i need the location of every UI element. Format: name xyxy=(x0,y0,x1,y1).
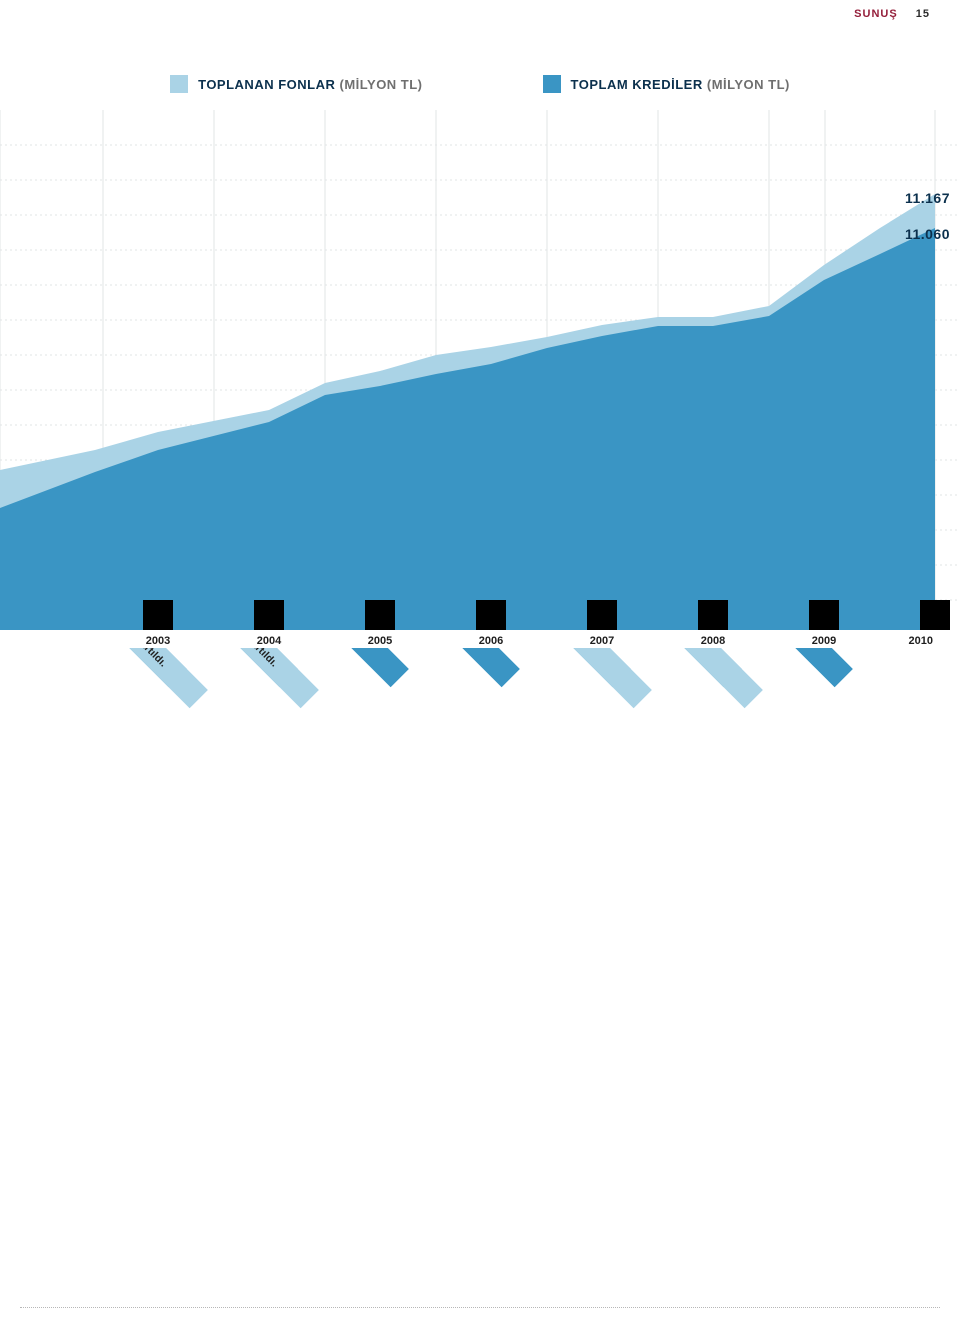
legend-swatch-icon xyxy=(170,75,188,93)
timeline-ribbon: Ödenmiş sermayesi 60 milyon TL'ye çıkart… xyxy=(0,648,208,709)
year-marker xyxy=(920,600,950,630)
timeline-ribbon: Bank Asya hisseleri, Ocak 2007'den itiba… xyxy=(276,648,631,688)
year-marker xyxy=(143,600,173,630)
chart-svg xyxy=(0,110,960,640)
year-marker xyxy=(587,600,617,630)
timeline-ribbon: Şube sayısı 92'ye yükseldi. Ödenmiş serm… xyxy=(153,648,499,666)
year-label: 2010 xyxy=(909,635,933,647)
footer-rule xyxy=(20,1307,940,1308)
year-label: 2009 xyxy=(812,635,836,647)
year-label: 2005 xyxy=(368,635,392,647)
timeline-ribbon: Ödenmiş sermayesi 120 milyon TL'ye çıkar… xyxy=(92,648,320,709)
year-label: 2006 xyxy=(479,635,503,647)
year-marker xyxy=(698,600,728,630)
year-marker xyxy=(365,600,395,630)
year-label: 2008 xyxy=(701,635,725,647)
timeline-ribbon: Şube sayısı 72'ye yükseldi. Ödenmiş serm… xyxy=(42,648,388,666)
section-label: SUNUŞ xyxy=(854,8,898,20)
series-end-label-krediler: 11.060 xyxy=(905,226,950,242)
legend-swatch-icon xyxy=(543,75,561,93)
year-marker xyxy=(254,600,284,630)
year-label: 2004 xyxy=(257,635,281,647)
year-marker xyxy=(809,600,839,630)
timeline-ribbons: Şube sayısı 43'e yükseldi.Asya Finans VI… xyxy=(0,648,960,1318)
chart-legend: TOPLANAN FONLAR (MİLYON TL) TOPLAM KREDİ… xyxy=(0,75,960,93)
year-label: 2007 xyxy=(590,635,614,647)
page-header: SUNUŞ 15 xyxy=(854,8,930,20)
year-label: 2003 xyxy=(146,635,170,647)
legend-item-krediler: TOPLAM KREDİLER (MİLYON TL) xyxy=(543,75,790,93)
series-end-label-fonlar: 11.167 xyxy=(905,190,950,206)
year-marker xyxy=(476,600,506,630)
ribbon-text: Alo Asya Telefon Bankacılığı hizmete gir… xyxy=(88,648,260,650)
legend-item-fonlar: TOPLANAN FONLAR (MİLYON TL) xyxy=(170,75,422,93)
area-chart: 11.167 11.060 20032004200520062007200820… xyxy=(0,110,960,640)
page-number: 15 xyxy=(916,8,930,20)
timeline-ribbon: Katılım bankasına dönüşen Asya Finans'ın… xyxy=(54,648,409,688)
